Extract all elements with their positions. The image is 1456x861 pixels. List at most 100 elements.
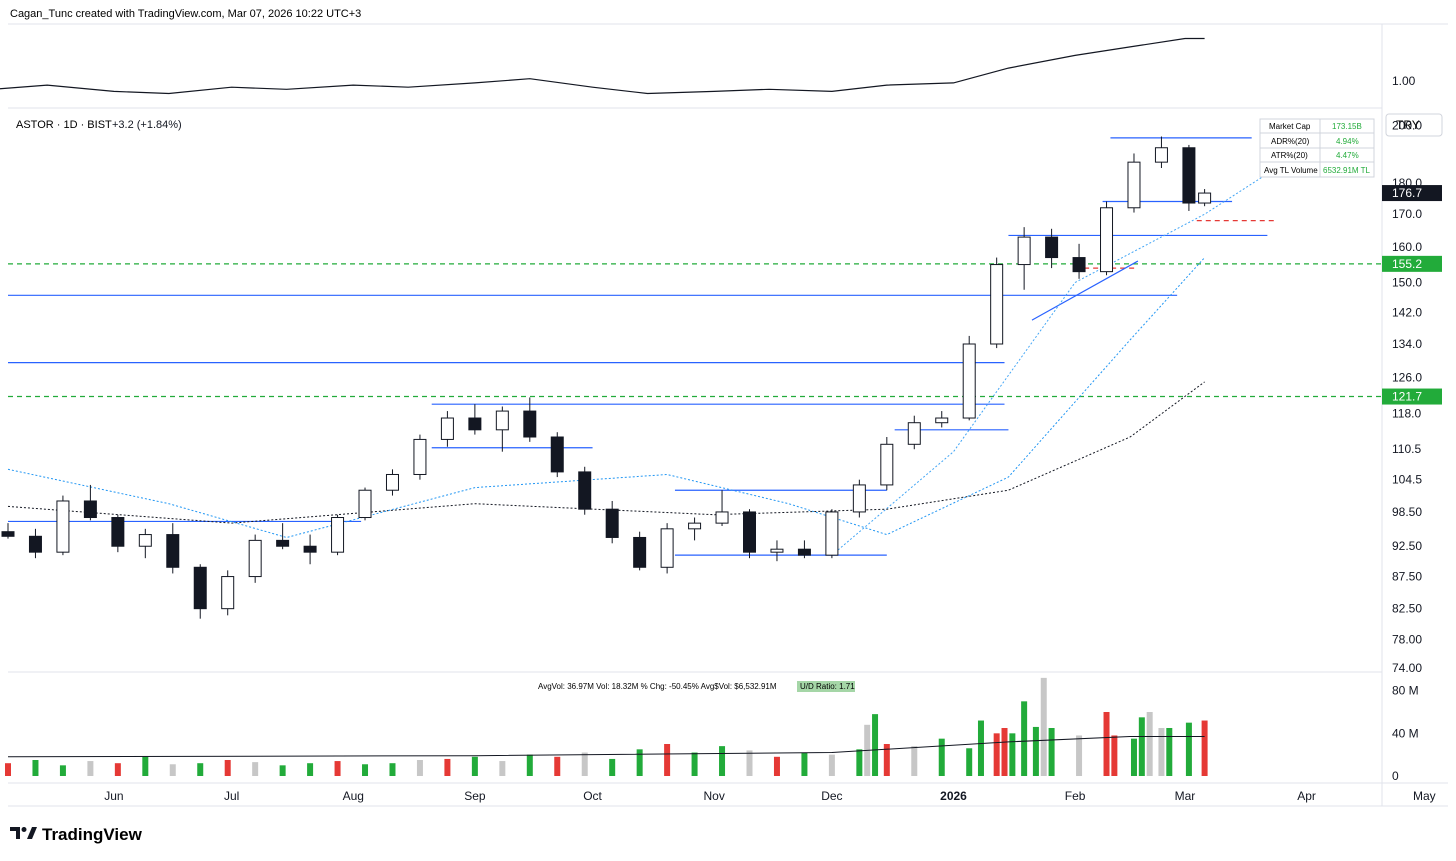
volume-bar bbox=[581, 752, 588, 776]
ud-ratio-text: U/D Ratio: 1.71 bbox=[800, 682, 855, 691]
candle bbox=[523, 397, 537, 442]
volume-axis-label: 0 bbox=[1392, 769, 1399, 783]
candle bbox=[852, 479, 866, 518]
volume-bar bbox=[691, 752, 698, 776]
volume-bar bbox=[1201, 720, 1208, 776]
logo-text: TradingView bbox=[42, 825, 143, 844]
moving-average-line bbox=[831, 153, 1300, 556]
volume-bar bbox=[307, 763, 314, 776]
candles bbox=[1, 136, 1212, 619]
candle bbox=[825, 509, 839, 559]
candle bbox=[166, 523, 180, 574]
candle bbox=[440, 411, 454, 447]
candle bbox=[28, 528, 42, 559]
price-axis-label: 78.00 bbox=[1392, 632, 1422, 646]
volume-bar bbox=[197, 763, 204, 776]
rs-line bbox=[0, 37, 1205, 95]
symbol-title: ASTOR · 1D · BIST bbox=[16, 119, 112, 131]
candle bbox=[578, 466, 592, 515]
candle bbox=[1198, 189, 1212, 207]
candle bbox=[660, 523, 674, 574]
volume-bar bbox=[1185, 722, 1192, 776]
candle bbox=[1017, 227, 1031, 290]
volume-bar bbox=[1001, 728, 1008, 776]
trendline bbox=[1031, 260, 1139, 321]
volume-bar bbox=[1138, 717, 1145, 776]
currency-button[interactable] bbox=[1385, 113, 1443, 137]
time-axis-label: Nov bbox=[704, 789, 725, 803]
price-level-tag-text: 155.2 bbox=[1392, 257, 1422, 271]
volume-bar bbox=[883, 744, 890, 776]
info-value-avg-volume: 6532.91M TL bbox=[1323, 166, 1371, 175]
candle bbox=[1, 523, 15, 539]
volume-bar bbox=[746, 750, 753, 776]
volume-bar bbox=[856, 749, 863, 776]
volume-bar bbox=[1076, 735, 1083, 776]
tradingview-logo-icon bbox=[10, 827, 37, 839]
volume-bar bbox=[554, 756, 561, 776]
time-axis-label: Jun bbox=[104, 789, 123, 803]
candle bbox=[1182, 144, 1196, 211]
candle bbox=[770, 540, 784, 562]
price-change: +3.2 (+1.84%) bbox=[112, 119, 182, 131]
volume-bar bbox=[1048, 728, 1055, 776]
candle bbox=[303, 534, 317, 565]
candle bbox=[1045, 228, 1059, 269]
volume-bar bbox=[87, 761, 94, 776]
rs-panel: 1.00 bbox=[0, 37, 1416, 95]
volume-average-line bbox=[7, 736, 1205, 758]
candle bbox=[56, 495, 70, 556]
info-value-atr: 4.47% bbox=[1336, 151, 1359, 160]
currency-label: TRY bbox=[1396, 118, 1420, 132]
volume-bar bbox=[224, 760, 231, 776]
info-label-adr: ADR%(20) bbox=[1271, 137, 1310, 146]
candle bbox=[413, 434, 427, 480]
price-axis-label: 160.0 bbox=[1392, 240, 1422, 254]
candle bbox=[907, 415, 921, 450]
candle bbox=[468, 404, 482, 435]
info-label-avg-volume: Avg TL Volume bbox=[1264, 166, 1318, 175]
volume-bar bbox=[1111, 735, 1118, 776]
last-price-tag-text: 176.7 bbox=[1392, 186, 1422, 200]
candle bbox=[1127, 153, 1141, 213]
volume-bar bbox=[828, 754, 835, 776]
volume-bar bbox=[1130, 738, 1137, 776]
info-value-adr: 4.94% bbox=[1336, 137, 1359, 146]
price-axis-label: 200.0 bbox=[1392, 118, 1422, 132]
volume-bar bbox=[773, 756, 780, 776]
candle bbox=[1100, 201, 1114, 276]
candle bbox=[990, 257, 1004, 349]
volume-bar bbox=[664, 744, 671, 776]
price-axis-label: 87.50 bbox=[1392, 570, 1422, 584]
price-axis-label: 150.0 bbox=[1392, 275, 1422, 289]
candle bbox=[358, 487, 372, 521]
volume-bar bbox=[1146, 712, 1153, 776]
last-price-tag bbox=[1382, 185, 1442, 202]
price-axis-label: 110.5 bbox=[1392, 442, 1421, 456]
volume-bar bbox=[114, 763, 121, 776]
volume-bar bbox=[169, 764, 176, 776]
candle bbox=[1154, 136, 1168, 169]
price-axis-label: 134.0 bbox=[1392, 337, 1422, 351]
candle bbox=[1072, 243, 1086, 279]
price-axis-label: 104.5 bbox=[1392, 473, 1422, 487]
volume-bar bbox=[966, 748, 973, 776]
price-axis-label: 118.0 bbox=[1392, 406, 1421, 420]
volume-bar bbox=[5, 763, 11, 776]
price-axis: 200.0180.0170.0160.0150.0142.0134.0126.0… bbox=[1382, 118, 1442, 675]
volume-bar bbox=[1103, 712, 1110, 776]
info-value-market-cap: 173.15B bbox=[1332, 122, 1362, 131]
volume-bar bbox=[471, 756, 478, 776]
volume-bar bbox=[719, 746, 726, 776]
time-axis-label: May bbox=[1413, 789, 1436, 803]
volume-bar bbox=[1158, 728, 1165, 776]
volume-bar bbox=[334, 761, 341, 776]
ud-ratio-badge bbox=[797, 681, 855, 692]
time-axis-label: Jul bbox=[224, 789, 239, 803]
volume-bar bbox=[938, 738, 945, 776]
candle bbox=[605, 500, 619, 544]
price-axis-label: 170.0 bbox=[1392, 207, 1422, 221]
volume-bar bbox=[911, 746, 918, 776]
volume-bar bbox=[993, 733, 1000, 776]
